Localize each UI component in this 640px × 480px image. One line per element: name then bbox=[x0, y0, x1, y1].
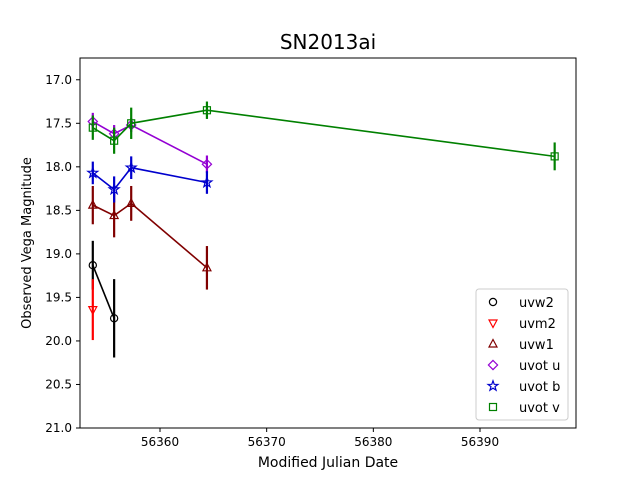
x-tick-label: 56360 bbox=[141, 435, 179, 449]
x-axis: 56360 56370 56380 56390 bbox=[141, 428, 499, 449]
legend-entry: uvot b bbox=[486, 378, 560, 395]
y-tick-label: 17.5 bbox=[45, 116, 72, 130]
series-uvm2 bbox=[87, 279, 98, 341]
legend-entry: uvot u bbox=[487, 359, 560, 374]
y-tick-label: 20.0 bbox=[45, 334, 72, 348]
data-point bbox=[201, 262, 212, 272]
x-tick-label: 56390 bbox=[461, 435, 499, 449]
legend-marker bbox=[488, 297, 498, 307]
legend-marker bbox=[488, 338, 498, 348]
chart-title: SN2013ai bbox=[280, 30, 376, 54]
legend-entry: uvm2 bbox=[488, 317, 556, 332]
x-tick-label: 56370 bbox=[248, 435, 286, 449]
data-point bbox=[127, 119, 136, 128]
y-tick-label: 20.5 bbox=[45, 377, 72, 391]
data-point bbox=[109, 209, 120, 220]
series-line bbox=[92, 264, 115, 319]
x-axis-label: Modified Julian Date bbox=[258, 455, 398, 471]
data-point bbox=[201, 158, 213, 170]
legend: uvw2 uvm2 uvw1 uvot u uvot b uvot v bbox=[475, 288, 569, 421]
legend-marker bbox=[488, 319, 498, 329]
series-line bbox=[92, 120, 208, 165]
data-point bbox=[109, 314, 119, 323]
legend-label: uvw2 bbox=[519, 296, 554, 311]
series-layer bbox=[86, 101, 559, 358]
series-uvot-v bbox=[88, 101, 559, 171]
axes-frame bbox=[79, 57, 577, 429]
legend-items: uvw2 uvm2 uvw1 uvot u uvot b uvot v bbox=[486, 296, 560, 416]
y-tick-label: 18.5 bbox=[45, 203, 72, 217]
data-point bbox=[88, 123, 97, 132]
y-axis: 17.0 17.5 18.0 18.5 19.0 19.5 20.0 20.5 21.0 bbox=[45, 73, 80, 435]
data-point bbox=[107, 182, 121, 196]
data-point bbox=[550, 152, 559, 161]
data-point bbox=[88, 261, 98, 270]
data-point bbox=[126, 197, 137, 207]
legend-marker bbox=[487, 359, 499, 371]
y-tick-label: 17.0 bbox=[45, 73, 72, 87]
y-axis-label: Observed Vega Magnitude bbox=[20, 157, 35, 329]
legend-label: uvm2 bbox=[519, 317, 556, 332]
data-point bbox=[87, 199, 98, 209]
legend-entry: uvw2 bbox=[488, 296, 554, 311]
x-tick-label: 56380 bbox=[354, 435, 392, 449]
legend-label: uvot v bbox=[519, 401, 560, 416]
series-uvot-b bbox=[86, 156, 214, 203]
series-line bbox=[92, 202, 208, 269]
data-point bbox=[86, 165, 100, 179]
series-line bbox=[92, 166, 208, 191]
plot-area bbox=[79, 57, 577, 429]
legend-marker bbox=[486, 378, 500, 392]
data-point bbox=[202, 106, 212, 115]
legend-entry: uvot v bbox=[488, 401, 560, 416]
legend-label: uvw1 bbox=[519, 338, 554, 353]
y-tick-label: 19.5 bbox=[45, 290, 72, 304]
legend-label: uvot u bbox=[519, 359, 560, 374]
y-tick-label: 18.0 bbox=[45, 160, 72, 174]
data-point bbox=[87, 306, 98, 316]
data-point bbox=[200, 175, 214, 189]
legend-entry: uvw1 bbox=[488, 338, 554, 353]
y-tick-label: 19.0 bbox=[45, 247, 72, 261]
y-tick-label: 21.0 bbox=[45, 421, 72, 435]
legend-frame bbox=[475, 288, 569, 421]
legend-marker bbox=[488, 402, 498, 412]
data-point bbox=[110, 136, 119, 145]
legend-label: uvot b bbox=[519, 380, 560, 395]
data-point bbox=[124, 160, 138, 174]
